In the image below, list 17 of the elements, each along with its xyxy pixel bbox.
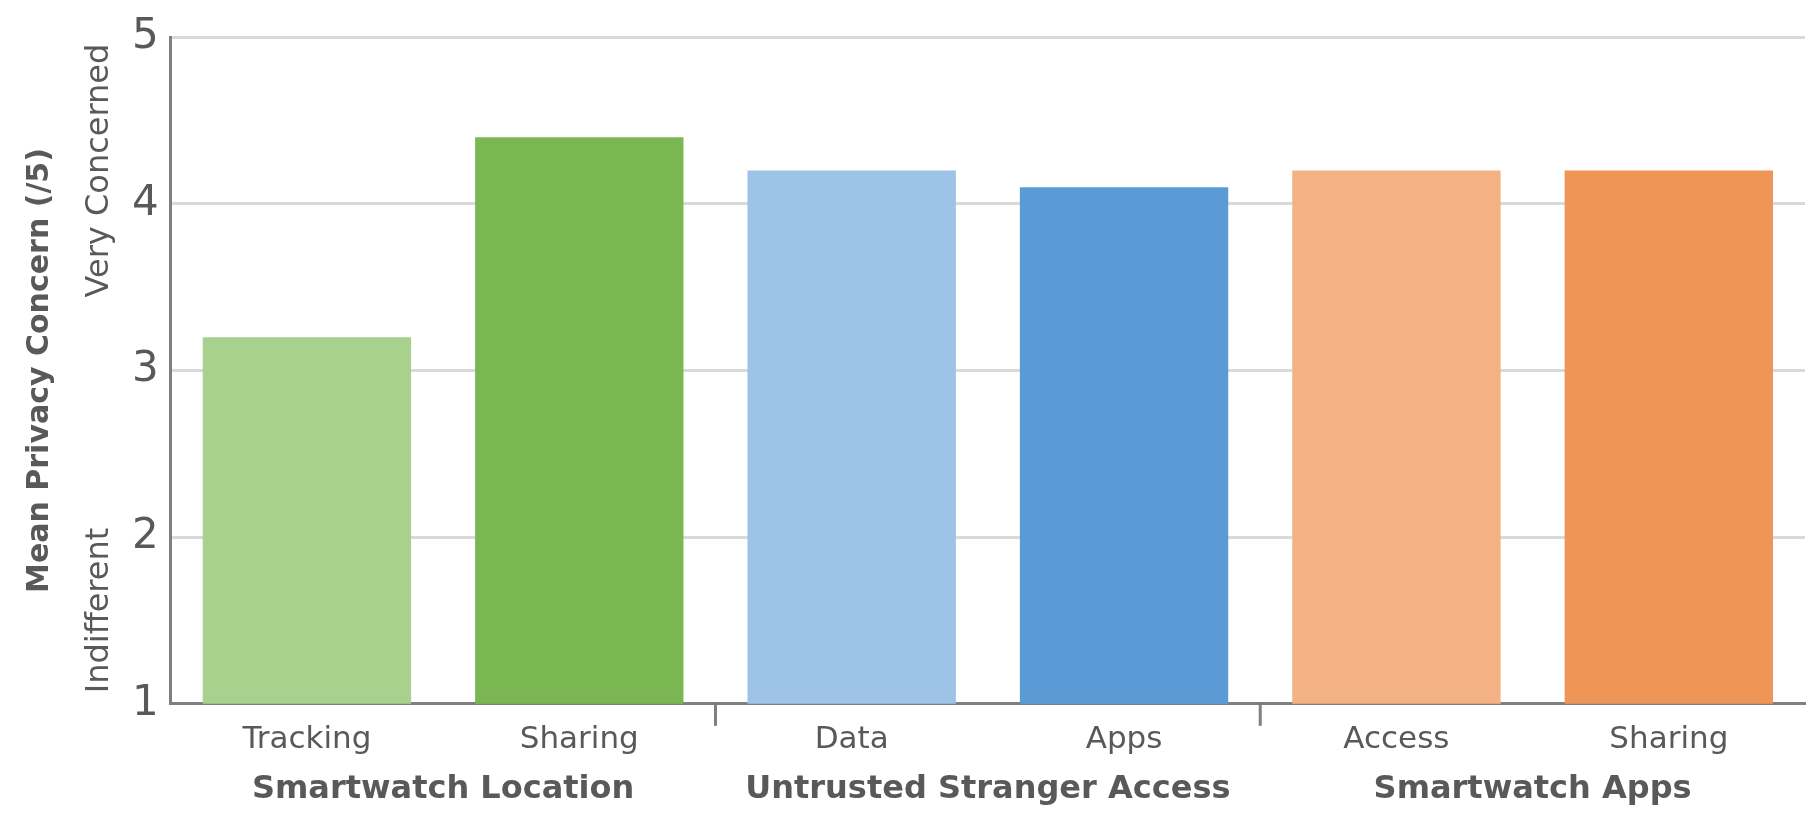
x-tick-label: Sharing xyxy=(1609,719,1729,756)
text: Very Concerned xyxy=(78,43,117,298)
x-tick-label: Access xyxy=(1343,719,1450,756)
text: Untrusted Stranger Access xyxy=(745,768,1231,807)
y-tick-label: 4 xyxy=(131,175,159,225)
x-tick-label: Data xyxy=(814,719,889,756)
y-axis-title: Mean Privacy Concern (/5) xyxy=(19,148,55,593)
x-tick-label: Sharing xyxy=(519,719,639,756)
text: Smartwatch Location xyxy=(251,768,635,807)
y-tick-label: 1 xyxy=(131,675,159,725)
x-tick-label: Apps xyxy=(1085,719,1163,756)
y-tick-label: 3 xyxy=(131,342,159,392)
y-tick-label: 5 xyxy=(131,9,159,59)
text: Indifferent xyxy=(78,527,117,694)
text: Smartwatch Apps xyxy=(1373,768,1692,807)
x-tick-label: Tracking xyxy=(241,719,372,756)
y-tick-label: 2 xyxy=(131,509,159,559)
